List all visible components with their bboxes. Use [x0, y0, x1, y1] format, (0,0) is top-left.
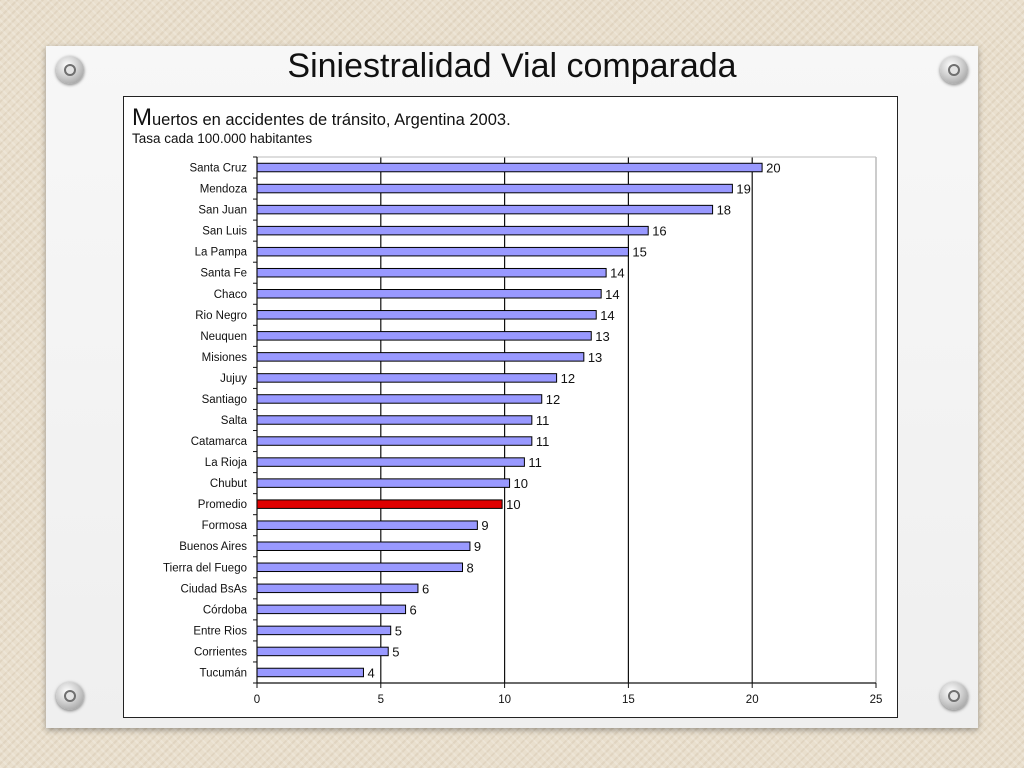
- bar: [256, 310, 597, 320]
- bar: [256, 267, 607, 278]
- chart-title: Muertos en accidentes de tránsito, Argen…: [132, 104, 511, 131]
- data-label: 12: [561, 371, 575, 386]
- bar-highlight: [256, 499, 503, 509]
- category-label: Tucumán: [199, 667, 247, 679]
- bar: [256, 183, 733, 194]
- bar: [256, 162, 763, 173]
- bar: [256, 457, 525, 467]
- bar: [256, 604, 407, 615]
- bar: [256, 667, 364, 678]
- bar: [256, 204, 714, 215]
- data-label: 16: [652, 224, 666, 239]
- data-label: 14: [610, 266, 624, 281]
- data-label: 20: [766, 161, 780, 176]
- bar: [256, 646, 389, 657]
- data-label: 9: [481, 518, 488, 533]
- x-tick-label: 5: [378, 694, 384, 706]
- category-label: Salta: [221, 415, 248, 427]
- x-tick-label: 20: [746, 694, 759, 706]
- bar: [256, 225, 649, 236]
- data-label: 13: [595, 329, 609, 344]
- x-tick-label: 25: [870, 694, 883, 706]
- data-label: 10: [514, 476, 528, 491]
- bar: [256, 352, 585, 362]
- category-label: Ciudad BsAs: [181, 583, 248, 595]
- chart-title-initial: M: [132, 104, 152, 131]
- bar: [256, 562, 464, 573]
- screw-icon: [56, 56, 84, 84]
- category-label: Chaco: [214, 289, 247, 301]
- screw-icon: [56, 682, 84, 710]
- data-label: 8: [467, 560, 474, 575]
- data-label: 14: [600, 308, 614, 323]
- data-label: 6: [422, 581, 429, 596]
- category-label: Formosa: [202, 520, 248, 532]
- category-label: Córdoba: [203, 604, 248, 616]
- category-label: Santiago: [202, 394, 247, 406]
- bar: [256, 478, 511, 488]
- screw-icon: [940, 682, 968, 710]
- bar: [256, 436, 533, 446]
- category-label: Rio Negro: [195, 310, 247, 322]
- chart-title-rest: uertos en accidentes de tránsito, Argent…: [152, 111, 511, 129]
- data-label: 18: [717, 203, 731, 218]
- bar: [256, 415, 533, 425]
- category-label: San Juan: [198, 205, 247, 217]
- x-tick-label: 0: [254, 694, 260, 706]
- bar-chart: Muertos en accidentes de tránsito, Argen…: [132, 104, 883, 706]
- category-label: Tierra del Fuego: [163, 562, 247, 574]
- bar: [256, 331, 592, 341]
- bar: [256, 520, 478, 530]
- data-label: 13: [588, 350, 602, 365]
- category-label: La Rioja: [205, 457, 248, 469]
- bar: [256, 246, 629, 257]
- data-label: 5: [392, 644, 399, 659]
- category-label: San Luis: [202, 226, 247, 238]
- x-tick-label: 15: [622, 694, 635, 706]
- data-label: 15: [632, 245, 646, 260]
- category-label: Mendoza: [200, 184, 248, 196]
- category-label: La Pampa: [195, 247, 248, 259]
- category-label: Chubut: [210, 478, 248, 490]
- x-tick-label: 10: [498, 694, 511, 706]
- screw-icon: [940, 56, 968, 84]
- data-label: 10: [506, 497, 520, 512]
- bar: [256, 373, 558, 383]
- category-label: Jujuy: [220, 373, 247, 385]
- category-label: Santa Fe: [200, 268, 247, 280]
- bar: [256, 583, 419, 594]
- data-label: 12: [546, 392, 560, 407]
- chart-frame: Muertos en accidentes de tránsito, Argen…: [123, 96, 898, 718]
- data-label: 6: [410, 602, 417, 617]
- bar: [256, 394, 543, 404]
- data-label: 14: [605, 287, 619, 302]
- category-label: Santa Cruz: [189, 163, 247, 175]
- slide-title: Siniestralidad Vial comparada: [287, 47, 737, 85]
- chart-subtitle: Tasa cada 100.000 habitantes: [132, 131, 312, 146]
- bar: [256, 541, 471, 551]
- category-label: Buenos Aires: [179, 541, 247, 553]
- data-label: 11: [536, 413, 550, 428]
- bar: [256, 625, 392, 636]
- data-label: 11: [528, 455, 542, 470]
- data-label: 19: [736, 182, 750, 197]
- data-label: 9: [474, 539, 481, 554]
- category-label: Catamarca: [191, 436, 248, 448]
- category-label: Entre Rios: [193, 625, 247, 637]
- data-label: 5: [395, 623, 402, 638]
- category-label: Corrientes: [194, 646, 247, 658]
- bar: [256, 289, 602, 299]
- data-label: 4: [367, 665, 374, 680]
- category-label: Promedio: [198, 499, 247, 511]
- category-label: Misiones: [202, 352, 248, 364]
- category-label: Neuquen: [200, 331, 247, 343]
- data-label: 11: [536, 434, 550, 449]
